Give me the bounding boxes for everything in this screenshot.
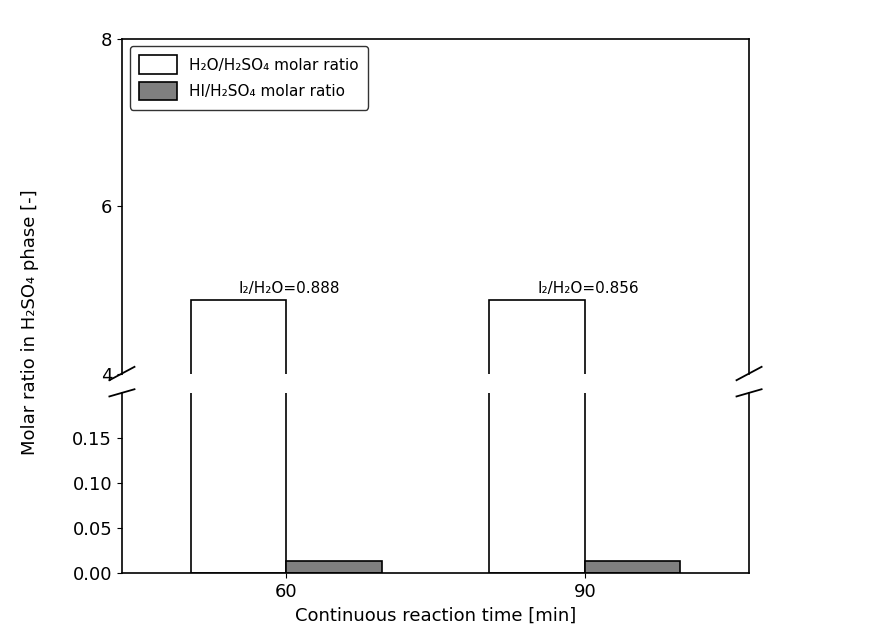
Legend: H₂O/H₂SO₄ molar ratio, HI/H₂SO₄ molar ratio: H₂O/H₂SO₄ molar ratio, HI/H₂SO₄ molar ra… <box>130 46 368 109</box>
X-axis label: Continuous reaction time [min]: Continuous reaction time [min] <box>295 607 576 625</box>
Text: I₂/H₂O=0.856: I₂/H₂O=0.856 <box>537 281 638 296</box>
Bar <box>490 0 584 573</box>
Bar <box>584 560 680 573</box>
Bar <box>287 560 381 573</box>
Bar <box>191 300 287 644</box>
Text: I₂/H₂O=0.888: I₂/H₂O=0.888 <box>239 281 340 296</box>
Text: Molar ratio in H₂SO₄ phase [-]: Molar ratio in H₂SO₄ phase [-] <box>22 189 39 455</box>
Bar <box>191 0 287 573</box>
Bar <box>490 300 584 644</box>
